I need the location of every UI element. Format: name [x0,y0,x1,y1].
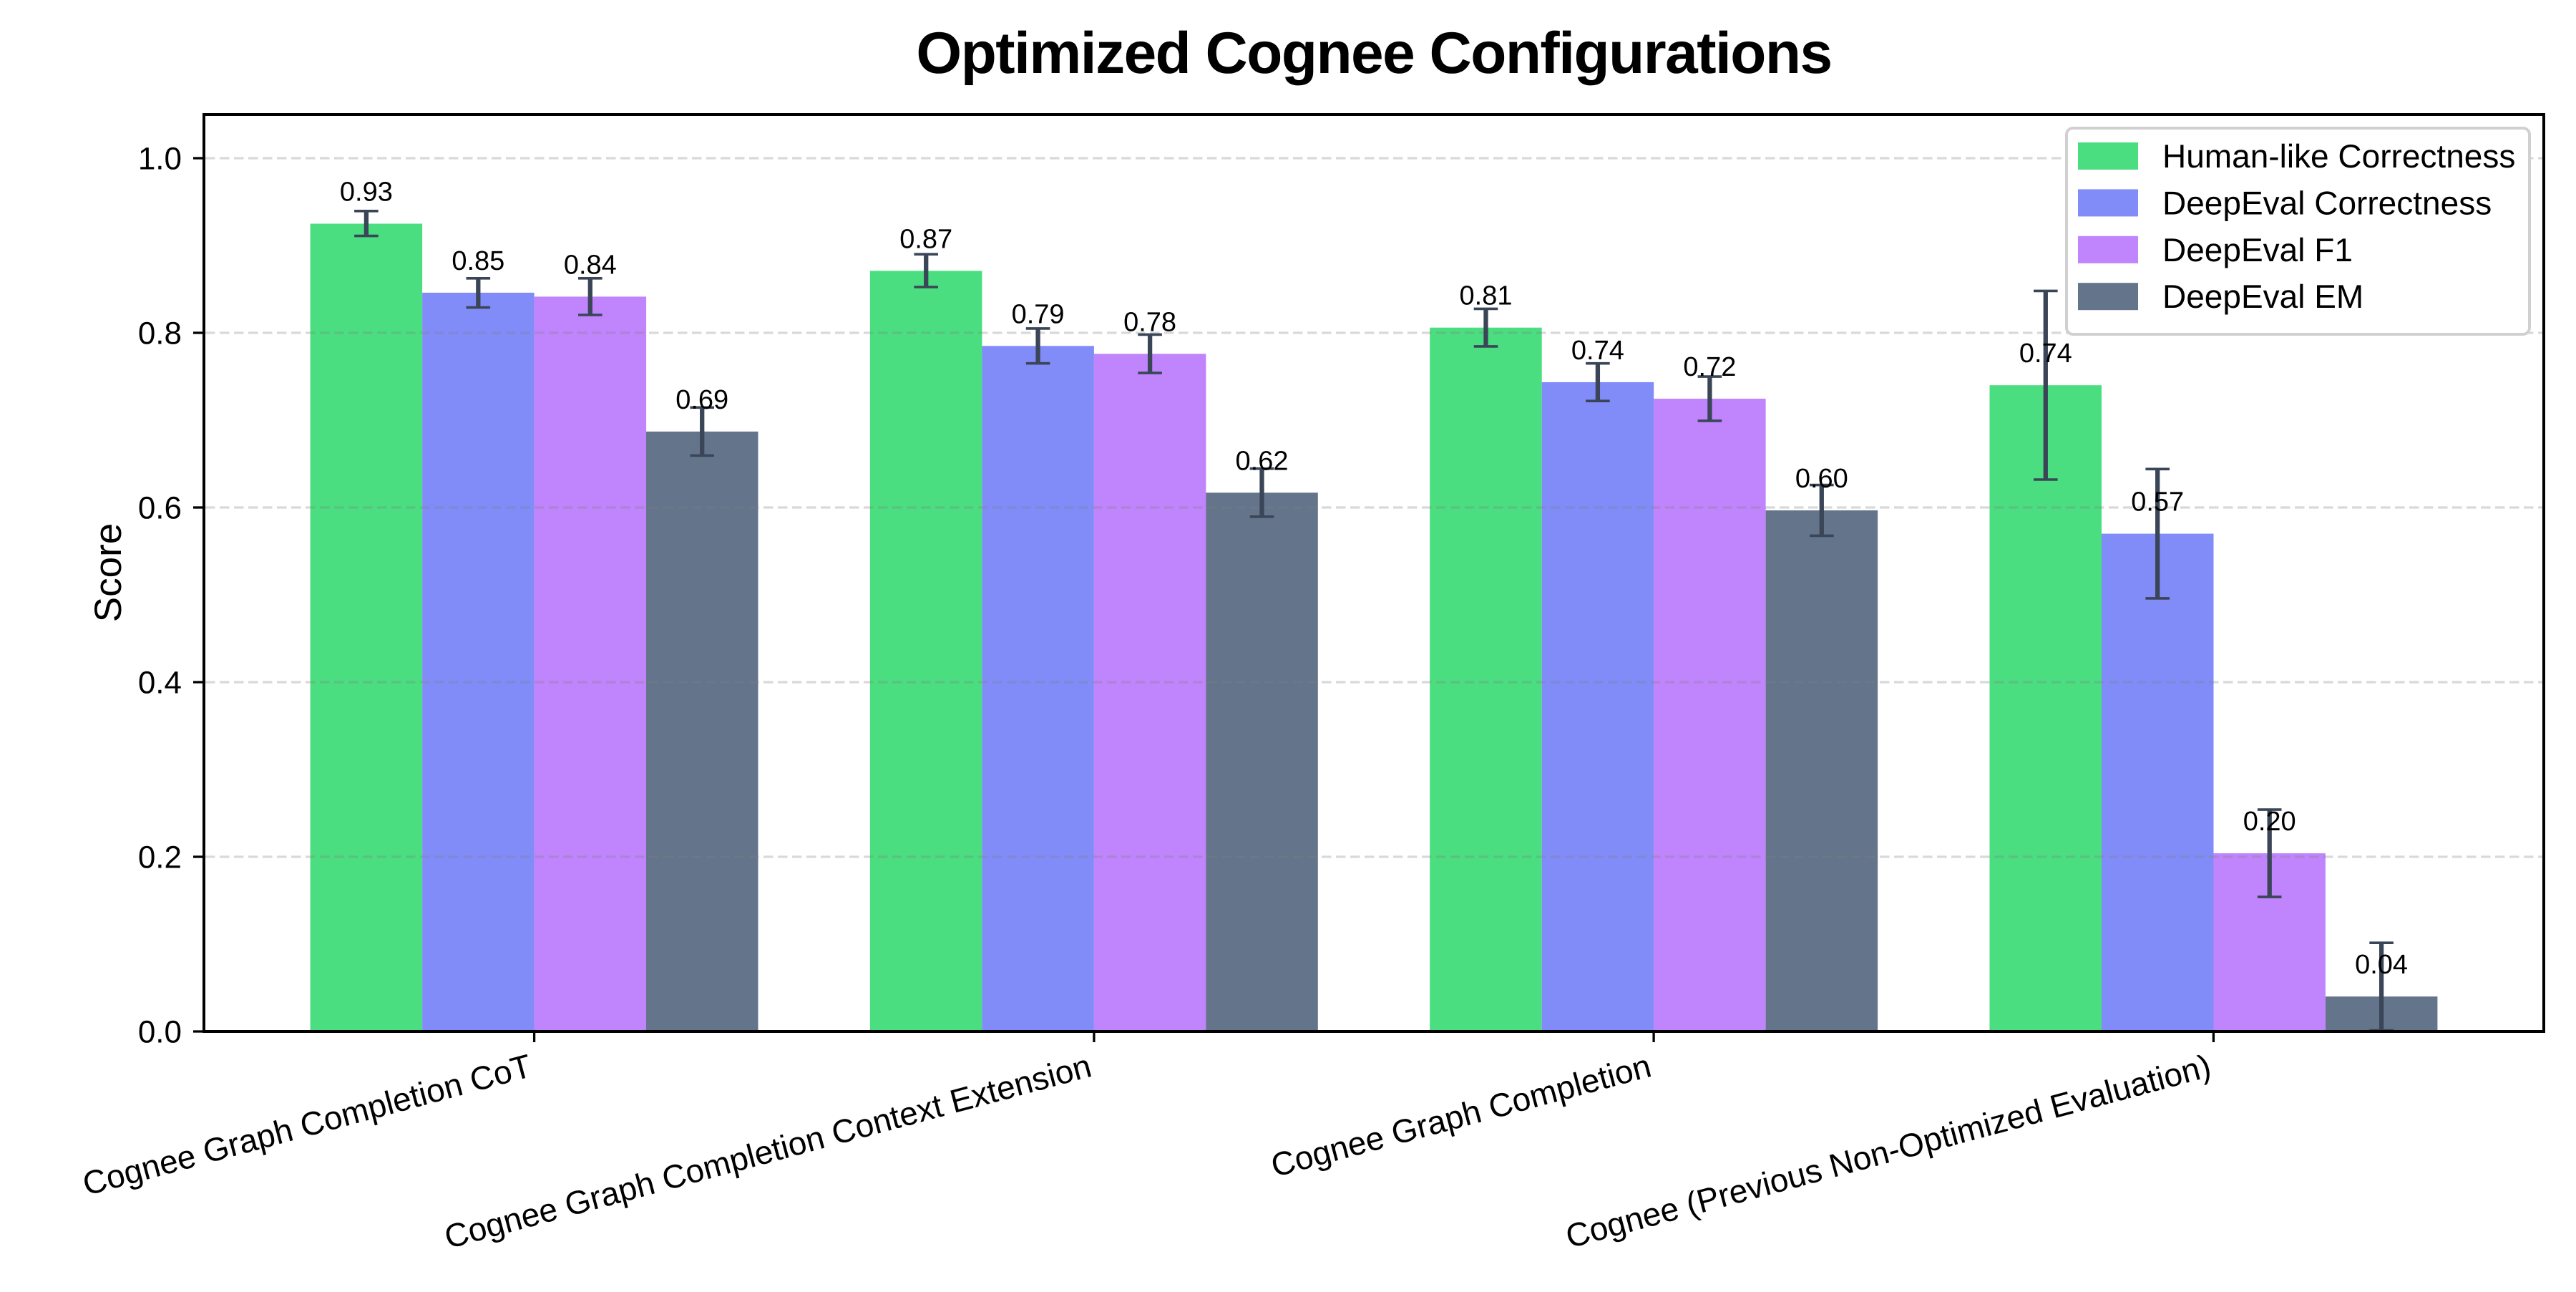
svg-text:0.6: 0.6 [138,491,182,526]
svg-text:DeepEval Correctness: DeepEval Correctness [2162,184,2492,221]
svg-text:0.69: 0.69 [675,385,728,415]
svg-text:0.78: 0.78 [1123,307,1176,337]
svg-text:1.0: 1.0 [138,142,182,177]
svg-text:0.74: 0.74 [2019,339,2072,369]
svg-text:0.84: 0.84 [564,250,617,280]
svg-text:0.4: 0.4 [138,666,182,701]
svg-text:0.8: 0.8 [138,316,182,351]
svg-text:0.2: 0.2 [138,840,182,875]
svg-text:DeepEval EM: DeepEval EM [2162,278,2363,315]
svg-text:Score: Score [87,523,130,622]
svg-text:0.74: 0.74 [1571,336,1624,366]
svg-text:0.20: 0.20 [2243,807,2296,837]
svg-text:0.57: 0.57 [2131,487,2184,518]
svg-text:Optimized Cognee Configuration: Optimized Cognee Configurations [916,21,1831,86]
svg-text:0.60: 0.60 [1795,464,1848,494]
svg-text:DeepEval F1: DeepEval F1 [2162,231,2353,268]
svg-text:0.93: 0.93 [340,178,393,208]
svg-text:Human-like Correctness: Human-like Correctness [2162,137,2515,175]
svg-text:0.87: 0.87 [899,224,952,254]
svg-text:0.04: 0.04 [2355,950,2408,980]
svg-text:0.85: 0.85 [452,246,504,276]
svg-text:0.79: 0.79 [1012,299,1065,329]
svg-text:0.62: 0.62 [1236,446,1289,476]
svg-text:0.0: 0.0 [138,1015,182,1050]
svg-text:0.81: 0.81 [1460,281,1513,311]
svg-text:0.72: 0.72 [1683,352,1736,382]
